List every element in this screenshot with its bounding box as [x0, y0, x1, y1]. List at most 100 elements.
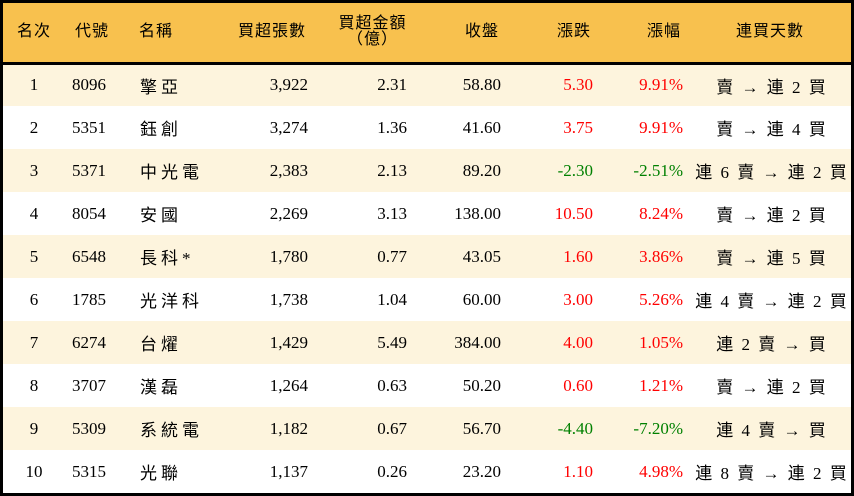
cell-name: 系統電: [140, 421, 203, 440]
cell-name: 台燿: [140, 335, 182, 354]
cell-change-pct: 3.86%: [639, 246, 683, 266]
cell-streak: 連 4 賣 → 連 2 買: [695, 292, 849, 311]
cell-net-buy-lots: 1,738: [269, 289, 308, 309]
cell-name: 擎亞: [140, 77, 182, 97]
header-change-pct: 漲幅: [646, 23, 681, 41]
cell-rank: 8: [29, 375, 39, 395]
cell-change-pct: -2.51%: [633, 160, 683, 180]
cell-name: 中光電: [140, 163, 203, 182]
cell-code: 8054: [72, 203, 106, 223]
cell-net-buy-amount: 3.13: [377, 203, 407, 223]
table-row: 8 3707 漢磊 1,264 0.63 50.20 0.60 1.21% 賣 …: [3, 364, 851, 407]
cell-streak: 賣 → 連 2 買: [716, 206, 828, 225]
cell-change: 3.75: [563, 117, 593, 137]
cell-streak: 連 2 賣 → 買: [716, 335, 828, 354]
cell-net-buy-amount: 5.49: [377, 332, 407, 352]
cell-code: 1785: [72, 289, 106, 309]
cell-code: 5309: [72, 418, 106, 438]
header-change: 漲跌: [556, 23, 591, 41]
header-streak: 連買天數: [735, 23, 804, 41]
cell-streak: 賣 → 連 4 買: [716, 120, 828, 139]
cell-close: 23.20: [462, 461, 501, 481]
cell-streak: 連 8 賣 → 連 2 買: [695, 464, 849, 483]
cell-streak: 賣 → 連 2 買: [716, 77, 828, 97]
header-code: 代號: [75, 23, 110, 41]
cell-close: 41.60: [462, 117, 501, 137]
cell-close: 384.00: [454, 332, 501, 352]
cell-close: 43.05: [462, 246, 501, 266]
header-rank: 名次: [16, 23, 51, 41]
cell-change-pct: 9.91%: [639, 75, 683, 95]
cell-change: 10.50: [554, 203, 593, 223]
cell-change: 4.00: [563, 332, 593, 352]
cell-close: 138.00: [454, 203, 501, 223]
cell-net-buy-lots: 1,780: [269, 246, 308, 266]
cell-code: 3707: [72, 375, 106, 395]
cell-net-buy-amount: 0.67: [377, 418, 407, 438]
table-header-row: 名次 代號 名稱 買超張數 買超金額 （億） 收盤 漲跌 漲幅 連買天數: [3, 3, 851, 63]
cell-name: 安國: [140, 206, 182, 225]
cell-name: 光聯: [140, 464, 182, 483]
cell-name: 鈺創: [140, 120, 182, 139]
header-close: 收盤: [464, 23, 499, 41]
cell-close: 89.20: [462, 160, 501, 180]
cell-net-buy-lots: 1,137: [269, 461, 308, 481]
cell-name: 光洋科: [140, 292, 203, 311]
cell-streak: 連 4 賣 → 買: [716, 421, 828, 440]
cell-change-pct: 8.24%: [639, 203, 683, 223]
net-buy-ranking-table: 名次 代號 名稱 買超張數 買超金額 （億） 收盤 漲跌 漲幅 連買天數 1 8…: [3, 3, 851, 493]
header-net-buy-lots: 買超張數: [237, 23, 306, 41]
table-row: 10 5315 光聯 1,137 0.26 23.20 1.10 4.98% 連…: [3, 450, 851, 493]
cell-change: 0.60: [563, 375, 593, 395]
cell-net-buy-amount: 0.26: [377, 461, 407, 481]
cell-rank: 1: [29, 75, 39, 95]
cell-change: -4.40: [557, 418, 593, 438]
table-row: 2 5351 鈺創 3,274 1.36 41.60 3.75 9.91% 賣 …: [3, 106, 851, 149]
cell-net-buy-lots: 1,264: [269, 375, 308, 395]
cell-change-pct: -7.20%: [633, 418, 683, 438]
table-row: 5 6548 長科* 1,780 0.77 43.05 1.60 3.86% 賣…: [3, 235, 851, 278]
cell-change-pct: 9.91%: [639, 117, 683, 137]
cell-rank: 2: [29, 117, 39, 137]
cell-rank: 7: [29, 332, 39, 352]
cell-change: 1.60: [563, 246, 593, 266]
cell-net-buy-amount: 2.31: [377, 75, 407, 95]
cell-close: 58.80: [462, 75, 501, 95]
cell-change-pct: 1.05%: [639, 332, 683, 352]
table-row: 4 8054 安國 2,269 3.13 138.00 10.50 8.24% …: [3, 192, 851, 235]
cell-code: 6274: [72, 332, 106, 352]
header-net-buy-amount-line2: （億）: [346, 31, 398, 49]
cell-net-buy-lots: 3,274: [269, 117, 308, 137]
cell-net-buy-amount: 1.36: [377, 117, 407, 137]
cell-net-buy-amount: 0.63: [377, 375, 407, 395]
cell-net-buy-lots: 1,429: [269, 332, 308, 352]
cell-close: 56.70: [462, 418, 501, 438]
cell-change-pct: 4.98%: [639, 461, 683, 481]
table-row: 1 8096 擎亞 3,922 2.31 58.80 5.30 9.91% 賣 …: [3, 63, 851, 106]
header-name: 名稱: [139, 23, 174, 41]
table-row: 6 1785 光洋科 1,738 1.04 60.00 3.00 5.26% 連…: [3, 278, 851, 321]
header-net-buy-amount: 買超金額 （億）: [312, 3, 413, 63]
cell-change-pct: 1.21%: [639, 375, 683, 395]
cell-name: 長科*: [140, 249, 195, 268]
header-net-buy-amount-line1: 買超金額: [338, 15, 407, 33]
cell-change: 5.30: [563, 75, 593, 95]
cell-code: 5351: [72, 117, 106, 137]
table-row: 3 5371 中光電 2,383 2.13 89.20 -2.30 -2.51%…: [3, 149, 851, 192]
table-row: 7 6274 台燿 1,429 5.49 384.00 4.00 1.05% 連…: [3, 321, 851, 364]
cell-code: 6548: [72, 246, 106, 266]
cell-rank: 6: [29, 289, 39, 309]
cell-rank: 9: [29, 418, 39, 438]
cell-change-pct: 5.26%: [639, 289, 683, 309]
cell-net-buy-lots: 1,182: [269, 418, 308, 438]
cell-net-buy-lots: 2,269: [269, 203, 308, 223]
cell-net-buy-amount: 1.04: [377, 289, 407, 309]
cell-rank: 10: [25, 461, 43, 481]
cell-rank: 3: [29, 160, 39, 180]
cell-net-buy-lots: 2,383: [269, 160, 308, 180]
cell-streak: 賣 → 連 2 買: [716, 378, 828, 397]
cell-code: 8096: [72, 75, 106, 95]
cell-net-buy-amount: 2.13: [377, 160, 407, 180]
cell-net-buy-lots: 3,922: [269, 75, 308, 95]
